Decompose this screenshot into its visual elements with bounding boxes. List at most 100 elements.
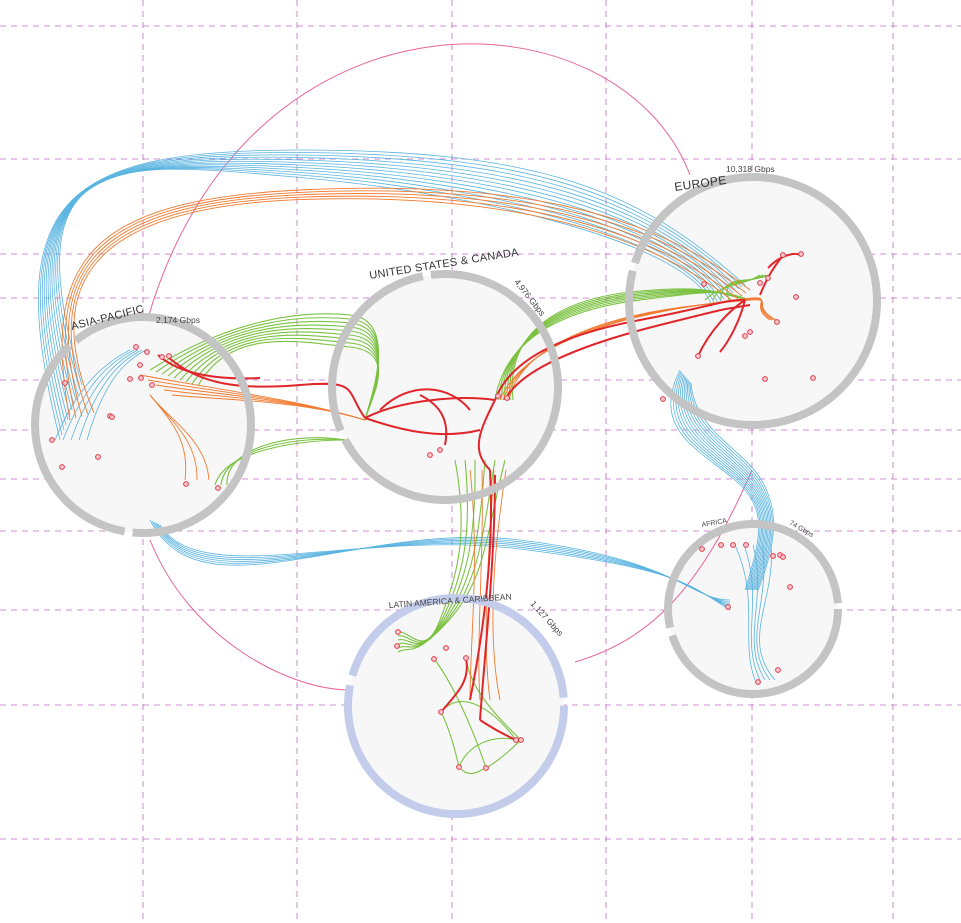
city-node <box>138 375 144 381</box>
link-asia-europe-orange <box>73 198 735 413</box>
city-node <box>757 280 763 286</box>
city-node <box>438 709 444 715</box>
link-us-latam-orange <box>478 469 483 701</box>
latin-america-ring <box>344 594 568 818</box>
latin-america-disc <box>348 598 564 814</box>
city-node <box>427 452 433 458</box>
link-us-latam <box>397 459 462 642</box>
link-africa-local <box>752 544 766 681</box>
city-node <box>166 353 172 359</box>
link-europe-africa <box>685 378 769 591</box>
link-europe-africa <box>679 374 765 591</box>
city-node <box>443 645 449 651</box>
link-us-latam <box>397 459 506 653</box>
link-us-latam <box>397 459 486 646</box>
city-node <box>699 546 705 552</box>
link-asia-us-low <box>214 439 346 486</box>
city-node <box>395 629 401 635</box>
link-asia-europe <box>40 152 743 436</box>
city-node <box>137 362 143 368</box>
city-node <box>725 604 731 610</box>
link-us-europe-orange <box>508 299 777 401</box>
city-node <box>49 437 55 443</box>
city-node <box>149 382 155 388</box>
europe-disc <box>629 177 877 425</box>
asia-pacific-capacity: 2,174 Gbps <box>156 315 200 325</box>
link-europe-africa <box>681 375 766 591</box>
city-node <box>701 281 707 287</box>
city-node <box>775 667 781 673</box>
city-node <box>463 655 469 661</box>
link-asia-us <box>197 340 379 421</box>
link-asia-europe <box>38 149 746 441</box>
link-backbone <box>697 299 746 357</box>
region-rings <box>31 173 881 818</box>
link-asia-europe-orange <box>67 193 743 417</box>
link-bundle-orange <box>61 187 777 701</box>
link-europe-africa <box>673 371 761 591</box>
city-node <box>456 764 462 770</box>
city-node <box>127 376 133 382</box>
city-node <box>215 485 221 491</box>
city-node <box>394 643 400 649</box>
link-asia-europe <box>49 162 728 411</box>
city-node <box>495 393 501 399</box>
city-node <box>774 319 780 325</box>
link-asia-local <box>86 349 147 441</box>
link-us-latam <box>397 459 496 649</box>
link-africa-local <box>743 544 761 681</box>
region-discs <box>35 177 877 814</box>
arc-asia-latam <box>149 539 351 691</box>
link-asia-europe <box>51 164 725 406</box>
link-latam-local <box>458 737 517 768</box>
city-node <box>159 354 165 360</box>
arc-asia-europe <box>147 43 691 319</box>
link-backbone <box>364 417 481 436</box>
link-asia-europe-orange <box>64 190 747 419</box>
link-latam-local <box>440 701 517 741</box>
link-europe-africa <box>687 379 770 591</box>
city-node <box>747 329 753 335</box>
link-asia-africa <box>155 522 731 607</box>
link-backbone <box>157 354 261 380</box>
link-asia-local <box>54 349 131 441</box>
city-node <box>793 294 799 300</box>
city-node <box>62 380 68 386</box>
link-backbone <box>440 657 468 713</box>
city-node <box>133 344 139 350</box>
link-asia-europe <box>43 156 737 426</box>
city-node <box>742 333 748 339</box>
link-us-latam <box>397 459 469 643</box>
city-nodes <box>49 251 816 771</box>
link-asia-local-orange <box>149 394 210 481</box>
africa-ring <box>664 520 842 698</box>
city-node <box>513 737 519 743</box>
africa-label: AFRICA <box>701 518 728 529</box>
city-node <box>504 395 510 401</box>
city-node <box>755 679 761 685</box>
link-europe-africa <box>677 373 764 591</box>
link-asia-local <box>70 349 139 441</box>
link-europe-local <box>704 274 761 301</box>
link-backbone <box>719 299 746 353</box>
link-backbone <box>419 394 448 446</box>
link-asia-europe <box>53 165 722 401</box>
link-backbone <box>167 356 366 419</box>
city-node <box>518 737 524 743</box>
city-node <box>437 447 443 453</box>
city-node <box>660 396 666 402</box>
link-us-latam-orange <box>492 469 507 701</box>
link-europe-africa <box>675 372 762 591</box>
link-asia-europe <box>41 154 740 431</box>
city-node <box>183 481 189 487</box>
asia-pacific-ring <box>31 313 255 537</box>
city-node <box>718 542 724 548</box>
link-europe-africa <box>688 380 772 591</box>
link-backbone <box>477 399 496 471</box>
city-node <box>431 656 437 662</box>
city-node <box>765 275 771 281</box>
us-canada-ring <box>328 270 562 504</box>
link-latam-local <box>485 739 522 769</box>
